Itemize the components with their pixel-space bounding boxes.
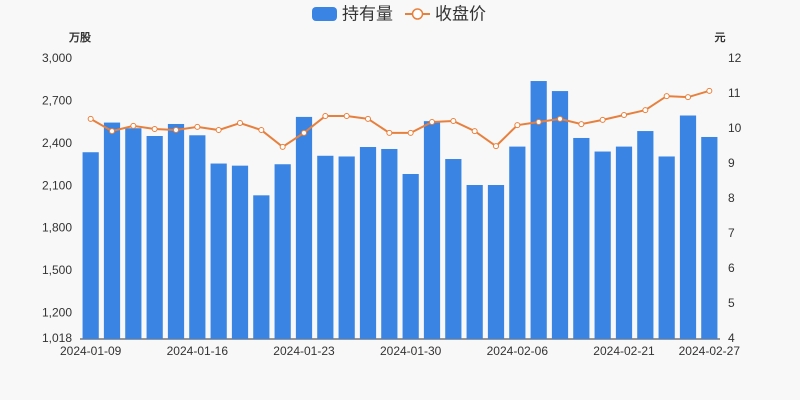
bar xyxy=(359,147,377,339)
bar xyxy=(146,135,163,339)
line-point xyxy=(429,119,435,125)
line-point xyxy=(322,113,329,120)
y2-tick-label: 4 xyxy=(728,331,735,345)
bar xyxy=(103,122,121,340)
line-point xyxy=(450,117,457,124)
bar xyxy=(637,131,654,339)
line-point xyxy=(407,129,414,136)
bar xyxy=(466,185,483,339)
bar xyxy=(381,148,398,339)
bar xyxy=(402,173,419,339)
bar xyxy=(530,81,547,340)
bar xyxy=(658,156,675,339)
bar xyxy=(423,121,441,340)
y-tick-label: 1,200 xyxy=(42,305,72,319)
line-point xyxy=(599,116,606,123)
x-tick-label: 2024-01-09 xyxy=(60,344,122,358)
y-axis-label: 万股 xyxy=(68,31,92,44)
line-point xyxy=(194,123,201,130)
line-point xyxy=(343,113,350,120)
y-tick-label: 1,018 xyxy=(42,331,72,345)
legend-label: 持有量 xyxy=(342,4,393,23)
line-point xyxy=(258,127,265,134)
x-tick-label: 2024-02-27 xyxy=(679,344,741,358)
y2-tick-label: 5 xyxy=(728,296,735,310)
line-point xyxy=(535,119,542,125)
y-tick-label: 3,000 xyxy=(42,51,72,65)
bar xyxy=(487,185,505,339)
y-tick-label: 2,700 xyxy=(42,94,72,108)
bar xyxy=(295,116,313,339)
x-tick-label: 2024-01-23 xyxy=(273,344,335,358)
bar xyxy=(274,164,291,339)
bar xyxy=(338,156,355,339)
bar xyxy=(317,155,334,339)
bar xyxy=(551,91,569,339)
y-tick-label: 2,100 xyxy=(42,178,72,192)
line-point xyxy=(151,126,158,132)
line-point xyxy=(621,112,627,118)
bar xyxy=(82,152,99,339)
line-point xyxy=(279,143,286,150)
bar xyxy=(509,146,526,339)
line-point xyxy=(493,143,499,150)
y2-tick-label: 10 xyxy=(728,121,742,135)
y2-tick-label: 11 xyxy=(728,86,741,100)
line-point xyxy=(365,115,371,122)
line-point xyxy=(578,121,585,128)
line-point xyxy=(215,127,222,134)
line-point xyxy=(471,128,478,135)
y2-axis-label: 元 xyxy=(715,31,726,44)
y-tick-label: 1,500 xyxy=(42,263,72,277)
bar xyxy=(167,123,185,339)
y2-tick-label: 6 xyxy=(728,261,735,275)
bar xyxy=(445,159,462,339)
line-point xyxy=(685,94,691,101)
y2-tick-label: 7 xyxy=(728,226,735,240)
line-point xyxy=(706,87,713,94)
line-point xyxy=(237,120,243,127)
legend-item: 持有量 xyxy=(312,4,393,23)
bar xyxy=(615,146,633,339)
bar xyxy=(210,163,227,339)
x-tick-label: 2024-01-16 xyxy=(167,344,229,358)
y2-tick-label: 12 xyxy=(728,51,742,65)
bar xyxy=(594,151,611,339)
bar xyxy=(253,195,270,339)
legend-swatch xyxy=(312,7,337,21)
x-tick-label: 2024-02-06 xyxy=(487,344,549,358)
bar xyxy=(701,136,718,339)
y2-tick-label: 9 xyxy=(728,156,735,170)
line-point xyxy=(130,122,137,129)
line-point xyxy=(301,129,307,136)
line-point xyxy=(386,129,393,136)
line-point xyxy=(109,128,115,135)
line-point xyxy=(663,93,670,100)
bar xyxy=(231,165,249,339)
line-point xyxy=(87,115,94,122)
line-point xyxy=(173,127,179,134)
line-point xyxy=(557,115,563,122)
line-point xyxy=(642,107,649,114)
y-tick-label: 2,400 xyxy=(42,136,72,150)
bar xyxy=(189,135,206,339)
legend-marker xyxy=(411,8,424,20)
legend-label: 收盘价 xyxy=(435,4,486,23)
bar xyxy=(679,115,697,339)
x-tick-label: 2024-01-30 xyxy=(380,344,442,358)
y2-tick-label: 8 xyxy=(728,191,735,205)
bar xyxy=(573,137,590,339)
y-tick-label: 1,800 xyxy=(42,221,72,235)
line-point xyxy=(514,122,521,129)
legend-item: 收盘价 xyxy=(405,4,486,23)
bar xyxy=(125,128,142,339)
x-tick-label: 2024-02-21 xyxy=(593,344,655,358)
line xyxy=(90,89,710,149)
